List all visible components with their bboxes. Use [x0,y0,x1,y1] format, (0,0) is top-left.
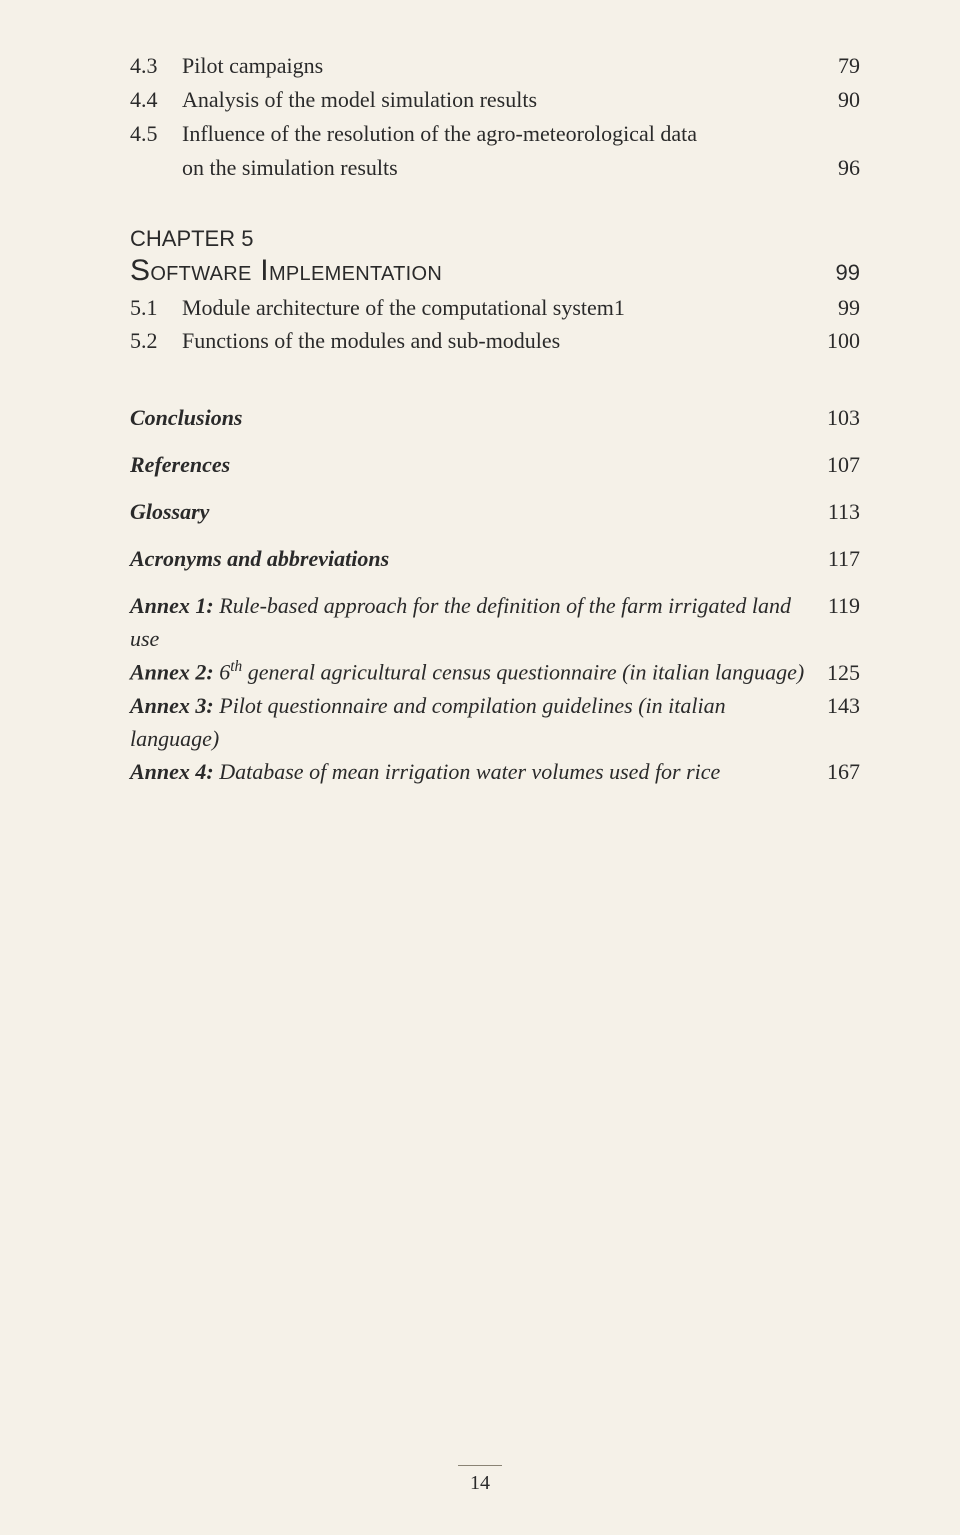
page-footer: 14 [0,1465,960,1495]
annex-title: Annex 4: Database of mean irrigation wat… [130,755,810,788]
toc-entry: 4.4 Analysis of the model simulation res… [130,84,860,116]
back-title: Acronyms and abbreviations [130,542,810,575]
annex-title: Annex 1: Rule-based approach for the def… [130,589,810,655]
section-page: 99 [810,292,860,324]
section-number: 5.1 [130,292,182,324]
annex-title: Annex 3: Pilot questionnaire and compila… [130,689,810,755]
chapter-page: 99 [836,260,860,286]
back-matter-entry: Conclusions 103 [130,401,860,434]
page-number: 14 [470,1472,490,1494]
annex-page: 167 [810,755,860,788]
section-title: Pilot campaigns [182,50,810,82]
back-title: References [130,448,810,481]
back-title: Conclusions [130,401,810,434]
section-number: 4.3 [130,50,182,82]
section-title: Analysis of the model simulation results [182,84,810,116]
annex-title: Annex 2: 6th general agricultural census… [130,655,810,688]
section-page: 79 [810,50,860,82]
back-page: 113 [810,495,860,528]
back-matter-entry: Acronyms and abbreviations 117 [130,542,860,575]
section-number: 4.4 [130,84,182,116]
footer-rule [458,1465,502,1466]
back-page: 117 [810,542,860,575]
section-page: 100 [810,325,860,357]
back-matter-entry: Glossary 113 [130,495,860,528]
annex-page: 143 [810,689,860,722]
section-title: Module architecture of the computational… [182,292,810,324]
section-title: Functions of the modules and sub-modules [182,325,810,357]
back-matter-entry: References 107 [130,448,860,481]
toc-entry-continuation: on the simulation results 96 [130,152,860,184]
section-page: 96 [810,152,860,184]
section-title-line2: on the simulation results [182,152,810,184]
chapter-label: CHAPTER 5 [130,226,860,252]
back-page: 103 [810,401,860,434]
annex-page: 125 [810,656,860,689]
annex-page: 119 [810,589,860,622]
chapter-title: Software Implementation [130,254,442,288]
section-title: Influence of the resolution of the agro-… [182,118,810,150]
toc-entry: 5.2 Functions of the modules and sub-mod… [130,325,860,357]
annex-entry: Annex 1: Rule-based approach for the def… [130,589,860,655]
toc-entry: 5.1 Module architecture of the computati… [130,292,860,324]
toc-entry: 4.5 Influence of the resolution of the a… [130,118,860,150]
page: 4.3 Pilot campaigns 79 4.4 Analysis of t… [0,0,960,1535]
back-title: Glossary [130,495,810,528]
toc-entry: 4.3 Pilot campaigns 79 [130,50,860,82]
annex-entry: Annex 2: 6th general agricultural census… [130,655,860,688]
chapter-heading-row: Software Implementation 99 [130,254,860,288]
section-number: 5.2 [130,325,182,357]
section-number: 4.5 [130,118,182,150]
section-page: 90 [810,84,860,116]
annex-entry: Annex 3: Pilot questionnaire and compila… [130,689,860,755]
annex-entry: Annex 4: Database of mean irrigation wat… [130,755,860,788]
back-page: 107 [810,448,860,481]
